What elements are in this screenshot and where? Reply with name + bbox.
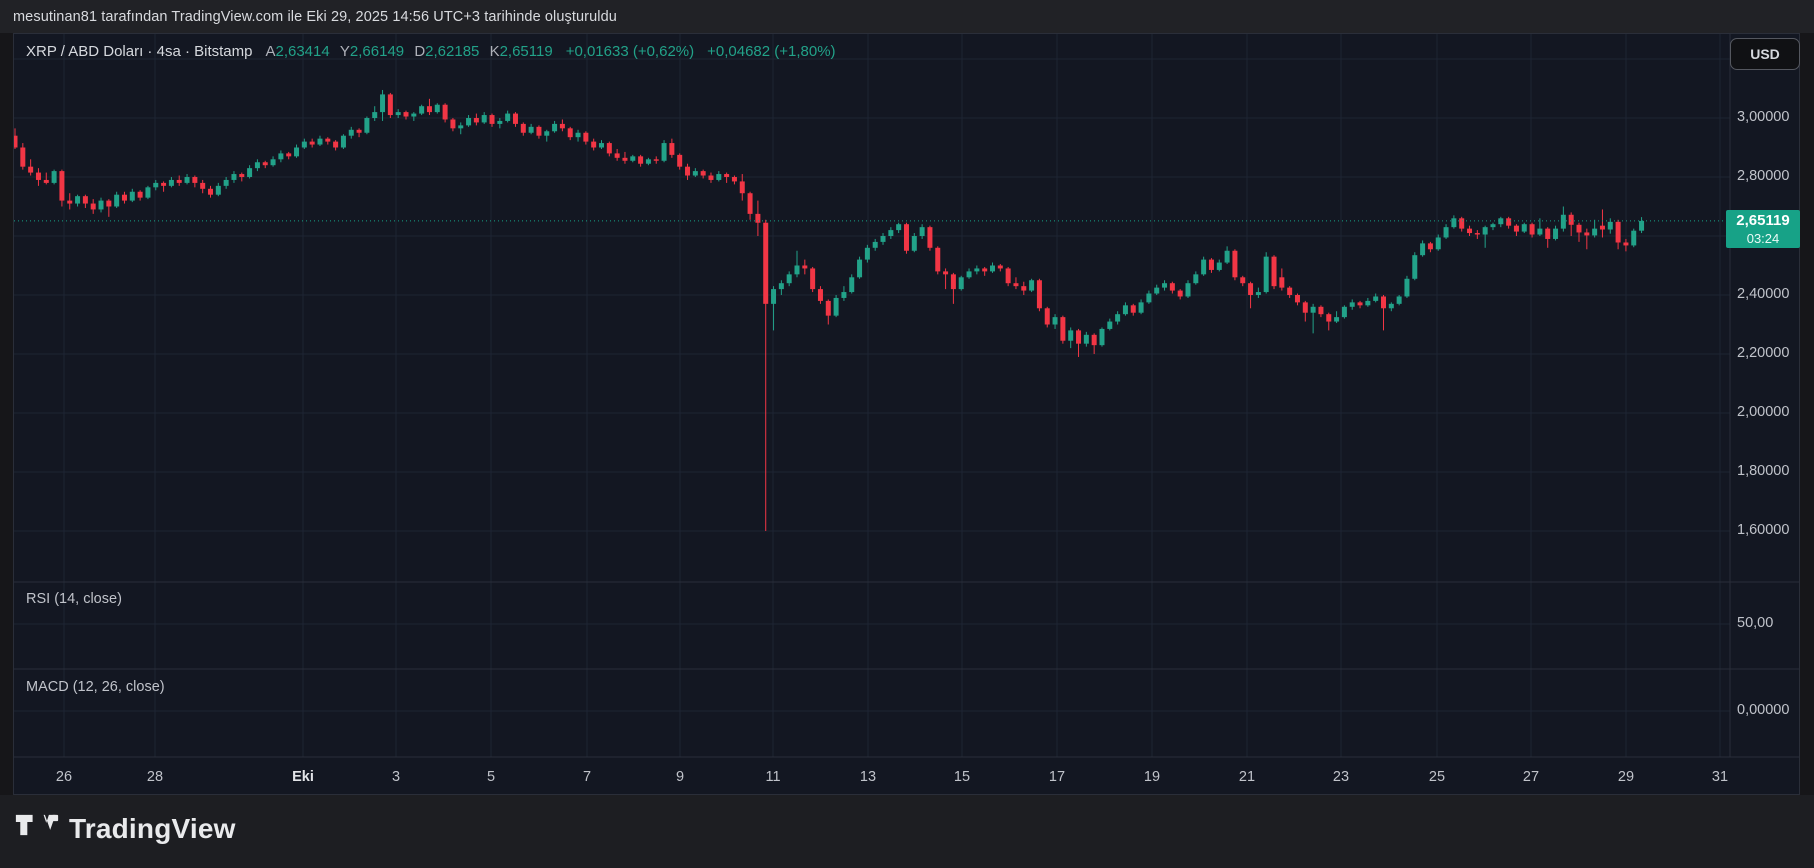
symbol-header: XRP / ABD Doları · 4sa · Bitstamp A2,634… <box>26 43 836 60</box>
time-axis-label: 5 <box>486 769 496 785</box>
attribution-bar: mesutinan81 tarafından TradingView.com i… <box>0 0 1814 33</box>
price-axis-label: 2,00000 <box>1737 404 1790 420</box>
tradingview-logo[interactable]: TradingView <box>15 813 236 845</box>
price-axis-label: 3,00000 <box>1737 109 1790 125</box>
time-axis-label: 21 <box>1238 769 1256 785</box>
low-label: D <box>414 43 426 60</box>
low-value: 2,62185 <box>425 43 480 60</box>
candles-layer <box>14 89 1645 531</box>
candlestick-chart[interactable] <box>14 34 1799 794</box>
time-axis-label: 26 <box>55 769 73 785</box>
close-label: K <box>489 43 500 60</box>
time-axis-label: 23 <box>1332 769 1350 785</box>
close-value: 2,65119 <box>499 43 553 60</box>
change-value: +0,01633 (+0,62%) <box>565 43 695 60</box>
current-price-badge: 2,65119 03:24 <box>1726 209 1800 248</box>
tradingview-logo-icon <box>15 814 59 836</box>
price-axis-label: 0,00000 <box>1737 702 1790 718</box>
time-axis-label: Eki <box>292 769 314 785</box>
grid-layer <box>14 34 1730 757</box>
price-axis-label: 2,20000 <box>1737 345 1790 361</box>
time-axis-label: 15 <box>953 769 971 785</box>
open-label: A <box>265 43 276 60</box>
open-value: 2,63414 <box>275 43 330 60</box>
symbol-title[interactable]: XRP / ABD Doları · 4sa · Bitstamp <box>26 43 253 60</box>
time-axis-label: 9 <box>675 769 685 785</box>
badge-price: 2,65119 <box>1736 211 1790 229</box>
rsi-indicator-label[interactable]: RSI (14, close) <box>26 591 122 607</box>
time-axis-label: 11 <box>765 769 781 785</box>
time-axis-label: 3 <box>391 769 401 785</box>
time-axis-label: 29 <box>1617 769 1635 785</box>
time-axis-label: 27 <box>1522 769 1540 785</box>
time-axis-label: 13 <box>859 769 877 785</box>
high-label: Y <box>339 43 350 60</box>
pane-dividers <box>14 34 1799 758</box>
time-axis-label: 17 <box>1048 769 1066 785</box>
time-axis-label: 19 <box>1143 769 1161 785</box>
time-axis-label: 7 <box>582 769 592 785</box>
attribution-text: mesutinan81 tarafından TradingView.com i… <box>13 8 617 25</box>
chart-widget: XRP / ABD Doları · 4sa · Bitstamp A2,634… <box>13 33 1800 795</box>
high-value: 2,66149 <box>349 43 405 60</box>
time-axis-label: 31 <box>1711 769 1729 785</box>
price-axis-label: 50,00 <box>1737 615 1774 631</box>
price-axis-label: 1,80000 <box>1737 463 1790 479</box>
currency-usd-button[interactable]: USD <box>1730 38 1800 70</box>
price-axis-label: 2,40000 <box>1737 286 1790 302</box>
ohlc-values: A2,63414 Y2,66149 D2,62185 K2,65119 <box>259 43 552 60</box>
price-axis-label: 2,80000 <box>1737 168 1790 184</box>
tradingview-wordmark: TradingView <box>69 813 236 844</box>
macd-indicator-label[interactable]: MACD (12, 26, close) <box>26 679 165 695</box>
change-secondary-value: +0,04682 (+1,80%) <box>707 43 836 60</box>
time-axis-label: 25 <box>1428 769 1446 785</box>
badge-countdown: 03:24 <box>1746 230 1780 246</box>
footer-bar: TradingView <box>0 795 1814 868</box>
price-axis-label: 1,60000 <box>1737 522 1790 538</box>
time-axis-label: 28 <box>146 769 164 785</box>
